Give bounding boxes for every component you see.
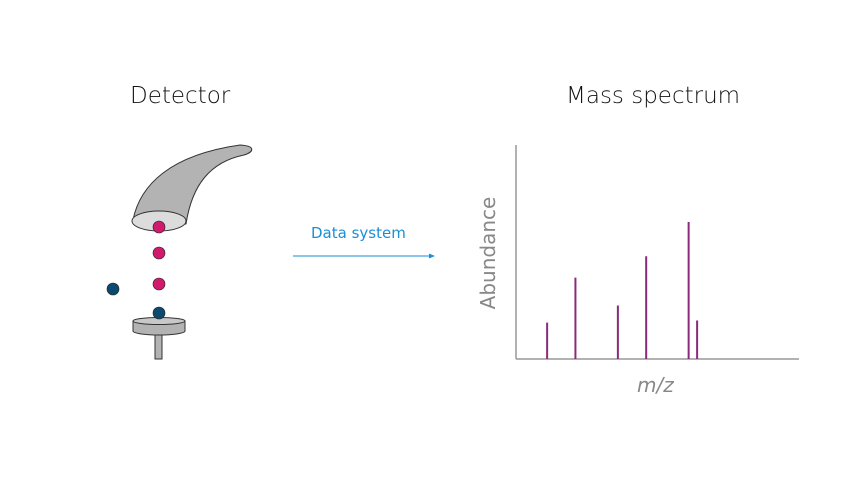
data-system-label: Data system [311,224,406,242]
positive-ion [152,277,166,291]
spectrum-axes [515,145,799,360]
positive-ion [152,220,166,234]
positive-ion [152,246,166,260]
x-axis-label: m/z [637,373,674,397]
mass-spectrum-title: Mass spectrum [566,83,741,109]
neutral-ion [152,306,166,320]
detector-illustration [131,144,253,360]
electron-multiplier-horn [132,144,253,225]
data-system-arrow [293,253,435,259]
detector-title: Detector [130,83,231,109]
neutral-ion [106,282,120,296]
